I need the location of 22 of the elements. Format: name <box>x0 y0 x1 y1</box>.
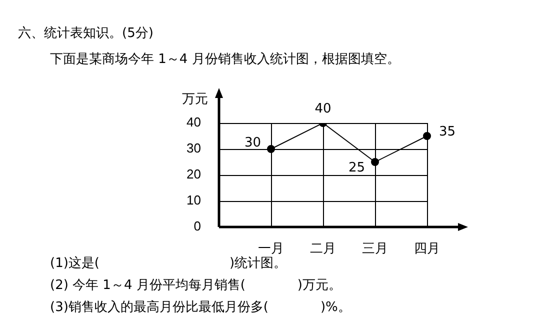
data-label: 30 <box>244 135 261 150</box>
point <box>371 158 379 166</box>
y-tick-label: 10 <box>186 192 201 208</box>
y-axis-title: 万元 <box>182 91 208 108</box>
text: (2) 今年 1～4 月份平均每月销售( )万元。 <box>50 277 342 294</box>
text: 六、统计表知识。(5分) <box>18 25 154 42</box>
text: (3)销售收入的最高月份比最低月份多( )%。 <box>50 299 351 316</box>
data-label: 25 <box>348 160 365 176</box>
chart-subtitle: 下面是某商场今年 1～4 月份销售收入统计图，根据图填空。 <box>50 51 400 68</box>
x-tick-label: 三月 <box>362 240 388 256</box>
x-tick-label: 二月 <box>310 240 336 256</box>
x-tick-label: 四月 <box>414 240 440 256</box>
y-tick-label: 40 <box>186 114 201 130</box>
point <box>423 132 431 140</box>
x-tick-label: 一月 <box>258 240 284 256</box>
point <box>267 145 275 153</box>
y-tick-label: 0 <box>194 218 201 234</box>
y-tick-label: 20 <box>186 166 201 182</box>
text: (1)这是( )统计图。 <box>50 255 287 272</box>
y-tick-label: 30 <box>186 140 201 156</box>
data-label: 35 <box>439 124 456 140</box>
data-label: 40 <box>314 101 332 116</box>
